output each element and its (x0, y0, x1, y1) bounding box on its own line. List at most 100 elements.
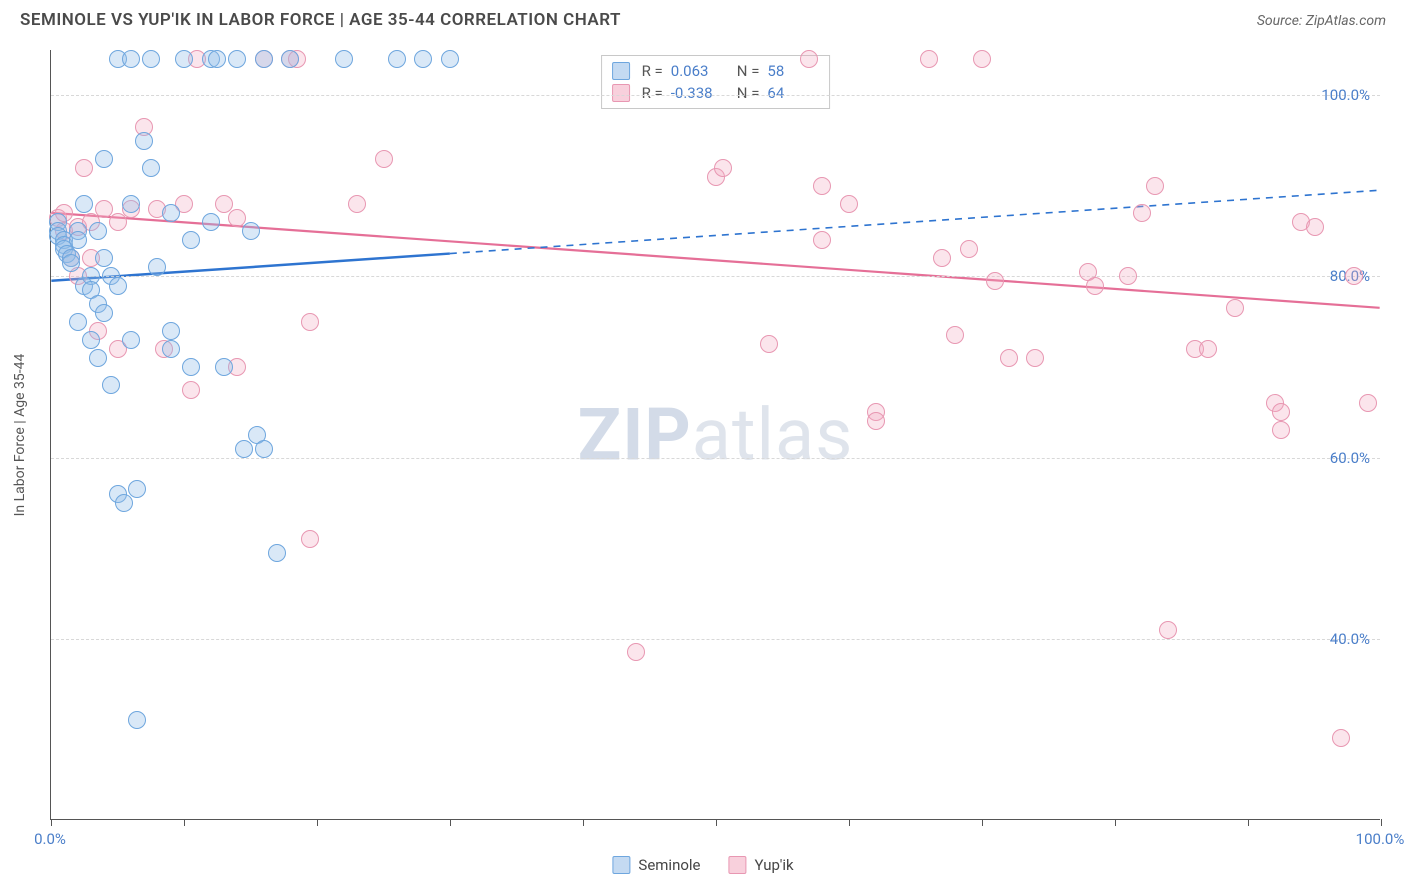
r-label: R = (642, 60, 663, 82)
x-tick (1381, 819, 1382, 826)
yupik-point (1226, 299, 1244, 317)
yupik-point (1000, 349, 1018, 367)
yupik-point (1086, 277, 1104, 295)
legend-swatch-yupik (612, 84, 630, 102)
yupik-point (986, 272, 1004, 290)
seminole-point (69, 231, 87, 249)
seminole-point (62, 254, 80, 272)
seminole-point (268, 544, 286, 562)
yupik-point (840, 195, 858, 213)
x-tick (849, 819, 850, 826)
yupik-point (1133, 204, 1151, 222)
series-legend: Seminole Yup'ik (612, 856, 793, 874)
seminole-point (122, 50, 140, 68)
seminole-point (69, 313, 87, 331)
stats-legend: R = 0.063 N = 58 R = -0.338 N = 64 (601, 55, 831, 109)
chart-plot-area: ZIPatlas R = 0.063 N = 58 R = -0.338 N =… (50, 50, 1380, 820)
seminole-point (162, 204, 180, 222)
yupik-point (1345, 267, 1363, 285)
x-tick (982, 819, 983, 826)
yupik-point (627, 643, 645, 661)
seminole-point (208, 50, 226, 68)
seminole-point (162, 340, 180, 358)
yupik-point (301, 313, 319, 331)
yupik-n-value: 64 (767, 82, 819, 104)
seminole-point (281, 50, 299, 68)
x-axis-max-label: 100.0% (1356, 830, 1405, 848)
gridline (51, 458, 1380, 459)
yupik-point (714, 159, 732, 177)
yupik-point (1272, 421, 1290, 439)
yupik-point (760, 335, 778, 353)
yupik-point (813, 177, 831, 195)
yupik-point (75, 159, 93, 177)
yupik-point (348, 195, 366, 213)
yupik-r-value: -0.338 (671, 82, 723, 104)
seminole-point (175, 50, 193, 68)
watermark: ZIPatlas (578, 392, 854, 477)
yupik-point (933, 249, 951, 267)
seminole-point (242, 222, 260, 240)
n-label: N = (737, 82, 760, 104)
yupik-point (960, 240, 978, 258)
seminole-point (89, 349, 107, 367)
yupik-point (867, 412, 885, 430)
n-label: N = (737, 60, 760, 82)
seminole-point (182, 358, 200, 376)
seminole-point (82, 331, 100, 349)
yupik-point (182, 381, 200, 399)
seminole-point (142, 50, 160, 68)
yupik-point (1119, 267, 1137, 285)
legend-swatch-seminole (612, 62, 630, 80)
yupik-point (946, 326, 964, 344)
seminole-point (215, 358, 233, 376)
yupik-point (1146, 177, 1164, 195)
yupik-point (1026, 349, 1044, 367)
seminole-point (441, 50, 459, 68)
x-axis-min-label: 0.0% (34, 830, 66, 848)
yupik-point (301, 530, 319, 548)
yupik-point (1332, 729, 1350, 747)
seminole-point (255, 440, 273, 458)
x-tick (716, 819, 717, 826)
seminole-point (115, 494, 133, 512)
seminole-point (142, 159, 160, 177)
seminole-point (75, 195, 93, 213)
yupik-point (1306, 218, 1324, 236)
yupik-point (1272, 403, 1290, 421)
gridline (51, 639, 1380, 640)
legend-swatch-seminole (612, 856, 630, 874)
yupik-point (920, 50, 938, 68)
seminole-point (102, 376, 120, 394)
gridline (51, 95, 1380, 96)
seminole-point (255, 50, 273, 68)
seminole-point (128, 480, 146, 498)
x-tick (583, 819, 584, 826)
x-tick (450, 819, 451, 826)
gridline (51, 276, 1380, 277)
x-tick (317, 819, 318, 826)
source-label: Source: ZipAtlas.com (1257, 13, 1386, 29)
legend-label-yupik: Yup'ik (755, 856, 794, 874)
seminole-point (202, 213, 220, 231)
seminole-point (182, 231, 200, 249)
seminole-point (109, 277, 127, 295)
yupik-point (813, 231, 831, 249)
yupik-point (973, 50, 991, 68)
seminole-r-value: 0.063 (671, 60, 723, 82)
seminole-point (335, 50, 353, 68)
seminole-point (388, 50, 406, 68)
seminole-point (414, 50, 432, 68)
seminole-point (135, 132, 153, 150)
r-label: R = (642, 82, 663, 104)
yupik-point (109, 213, 127, 231)
x-tick (51, 819, 52, 826)
seminole-point (228, 50, 246, 68)
yupik-point (800, 50, 818, 68)
seminole-point (162, 322, 180, 340)
seminole-point (128, 711, 146, 729)
legend-swatch-yupik (729, 856, 747, 874)
x-tick (1248, 819, 1249, 826)
chart-title: SEMINOLE VS YUP'IK IN LABOR FORCE | AGE … (20, 10, 621, 30)
y-tick-label: 100.0% (1321, 86, 1370, 104)
